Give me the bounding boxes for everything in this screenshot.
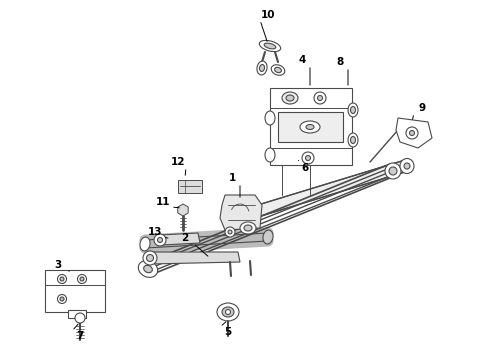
Ellipse shape — [314, 92, 326, 104]
Ellipse shape — [80, 277, 84, 281]
Text: 7: 7 — [76, 331, 84, 341]
Ellipse shape — [410, 131, 415, 135]
Ellipse shape — [389, 167, 397, 175]
Text: 4: 4 — [298, 55, 306, 65]
Ellipse shape — [222, 307, 234, 317]
Bar — [278, 112, 343, 142]
Text: 5: 5 — [224, 327, 232, 337]
Polygon shape — [160, 233, 200, 245]
Ellipse shape — [263, 230, 273, 244]
Polygon shape — [150, 252, 240, 264]
Ellipse shape — [57, 294, 67, 303]
Text: 11: 11 — [156, 197, 170, 207]
Ellipse shape — [350, 136, 356, 144]
Bar — [45, 270, 105, 312]
Ellipse shape — [265, 111, 275, 125]
Ellipse shape — [271, 65, 285, 75]
Text: 8: 8 — [336, 57, 343, 67]
Ellipse shape — [60, 277, 64, 281]
Ellipse shape — [406, 127, 418, 139]
Ellipse shape — [306, 125, 314, 130]
Ellipse shape — [286, 95, 294, 101]
Ellipse shape — [257, 61, 267, 75]
Ellipse shape — [154, 234, 166, 246]
Polygon shape — [220, 195, 262, 230]
Bar — [178, 180, 202, 193]
Ellipse shape — [140, 237, 150, 251]
Ellipse shape — [348, 103, 358, 117]
Ellipse shape — [318, 95, 322, 100]
Ellipse shape — [265, 148, 275, 162]
Ellipse shape — [144, 265, 152, 273]
Ellipse shape — [60, 297, 64, 301]
Ellipse shape — [282, 92, 298, 104]
Text: 2: 2 — [181, 233, 189, 243]
Ellipse shape — [305, 156, 311, 161]
Ellipse shape — [217, 303, 239, 321]
Ellipse shape — [147, 255, 153, 261]
Polygon shape — [396, 118, 432, 148]
Text: 9: 9 — [418, 103, 425, 113]
Text: 10: 10 — [261, 10, 275, 20]
Polygon shape — [270, 88, 352, 165]
Ellipse shape — [138, 261, 158, 278]
Ellipse shape — [260, 64, 265, 72]
Polygon shape — [178, 204, 188, 216]
Ellipse shape — [157, 238, 163, 243]
Ellipse shape — [259, 40, 281, 51]
Ellipse shape — [300, 121, 320, 133]
Ellipse shape — [240, 222, 256, 234]
Ellipse shape — [302, 152, 314, 164]
Text: 13: 13 — [148, 227, 162, 237]
Ellipse shape — [400, 158, 414, 174]
Ellipse shape — [404, 163, 410, 169]
Ellipse shape — [385, 163, 401, 179]
Text: 3: 3 — [54, 260, 62, 270]
Ellipse shape — [274, 67, 281, 73]
Ellipse shape — [348, 133, 358, 147]
Ellipse shape — [264, 43, 276, 49]
Text: 12: 12 — [171, 157, 185, 167]
Text: 6: 6 — [301, 163, 309, 173]
Polygon shape — [248, 160, 405, 220]
Ellipse shape — [57, 274, 67, 284]
Ellipse shape — [225, 310, 230, 315]
Ellipse shape — [143, 251, 157, 265]
Bar — [68, 310, 86, 318]
Ellipse shape — [225, 227, 235, 237]
Ellipse shape — [77, 274, 87, 284]
Ellipse shape — [228, 230, 232, 234]
Text: 1: 1 — [228, 173, 236, 183]
Ellipse shape — [75, 313, 85, 323]
Ellipse shape — [244, 225, 252, 231]
Ellipse shape — [350, 107, 356, 113]
